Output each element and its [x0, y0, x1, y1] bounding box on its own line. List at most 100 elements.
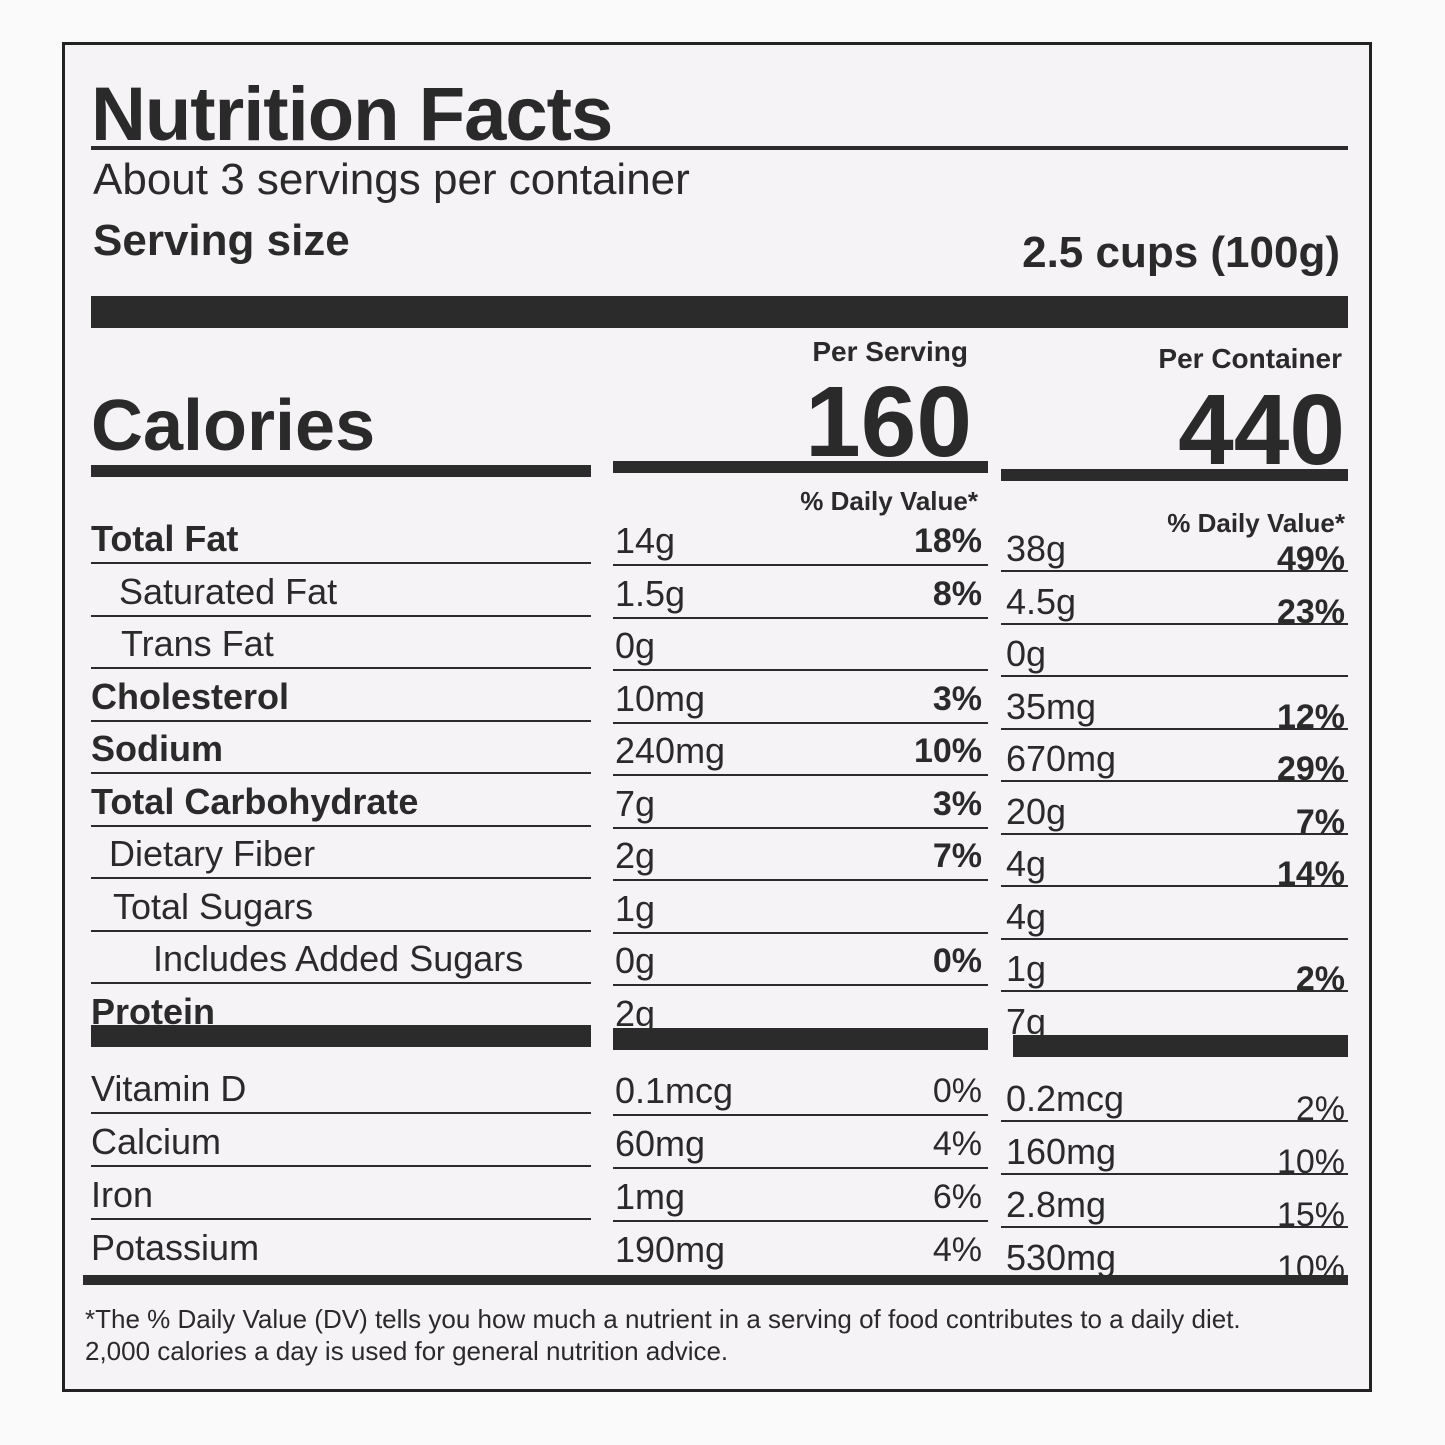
serving-amount: 1g	[615, 887, 656, 929]
rule	[91, 465, 591, 477]
rule	[91, 772, 591, 774]
container-amount: 670mg	[1006, 738, 1117, 779]
serving-amount: 10mg	[615, 677, 706, 719]
serving-dv: 0%	[932, 942, 982, 980]
rule	[613, 564, 988, 566]
container-dv: 49%	[1276, 540, 1345, 578]
rule	[613, 1028, 988, 1050]
rule	[1001, 937, 1348, 940]
calories-serving: 160	[805, 366, 972, 478]
serving-dv: 6%	[932, 1178, 982, 1216]
rule	[91, 877, 591, 879]
serving-amount: 1mg	[615, 1176, 686, 1217]
nutrient-name: Protein	[91, 990, 216, 1032]
serving-size-label: Serving size	[93, 216, 350, 265]
serving-dv: 7%	[932, 837, 982, 875]
nutrient-name: Iron	[91, 1174, 154, 1215]
per-container-label: Per Container	[1158, 343, 1342, 374]
serving-dv: 0%	[932, 1072, 982, 1110]
rule	[613, 461, 988, 473]
serving-amount: 7g	[615, 782, 656, 824]
rule	[91, 562, 591, 564]
nutrient-name: Dietary Fiber	[109, 833, 316, 874]
container-amount: 4g	[1006, 843, 1047, 884]
rule	[1001, 469, 1348, 481]
container-amount: 2.8mg	[1006, 1184, 1107, 1225]
serving-dv: 3%	[932, 679, 982, 718]
container-dv: 10%	[1276, 1143, 1345, 1181]
container-amount: 0.2mcg	[1006, 1078, 1125, 1119]
serving-amount: 2g	[615, 992, 656, 1034]
dv-label: % Daily Value*	[800, 486, 978, 516]
rule	[613, 1114, 988, 1116]
container-amount: 4.5g	[1006, 580, 1077, 622]
rule	[91, 667, 591, 669]
footnote: *The % Daily Value (DV) tells you how mu…	[85, 1304, 1241, 1366]
serving-amount: 0g	[615, 940, 656, 981]
serving-dv: 4%	[932, 1231, 982, 1269]
container-amount: 1g	[1006, 948, 1047, 989]
rule	[91, 614, 591, 617]
container-amount: 160mg	[1006, 1131, 1117, 1172]
rule	[613, 879, 988, 881]
per-serving-label: Per Serving	[812, 336, 968, 367]
rule	[1001, 885, 1348, 887]
serving-size: 2.5 cups (100g)	[1022, 228, 1340, 277]
serving-dv: 3%	[932, 784, 982, 823]
title: Nutrition Facts	[91, 72, 613, 157]
rule	[1001, 780, 1348, 782]
container-amount: 20g	[1006, 790, 1067, 832]
rule	[91, 824, 591, 827]
rule	[613, 984, 988, 986]
rule	[1001, 675, 1348, 677]
nutrient-name: Total Carbohydrate	[91, 780, 419, 822]
serving-amount: 190mg	[615, 1229, 726, 1270]
rule	[1001, 832, 1348, 835]
rule	[1001, 1173, 1348, 1175]
serving-amount: 60mg	[615, 1123, 706, 1164]
rule	[1001, 990, 1348, 992]
container-amount: 0g	[1006, 633, 1047, 674]
serving-dv: 8%	[932, 574, 982, 613]
container-dv: 15%	[1276, 1196, 1345, 1234]
rule	[613, 1220, 988, 1222]
rule	[613, 616, 988, 619]
rule	[613, 931, 988, 934]
nutrient-name: Total Fat	[91, 518, 239, 559]
calories-container: 440	[1178, 374, 1345, 486]
container-amount: 530mg	[1006, 1237, 1117, 1278]
calories-label: Calories	[91, 386, 376, 466]
rule	[91, 1112, 591, 1114]
serving-amount: 14g	[615, 520, 676, 561]
rule	[91, 1025, 591, 1047]
serving-amount: 0.1mcg	[615, 1070, 734, 1111]
rule	[91, 719, 591, 722]
serving-amount: 0g	[615, 625, 656, 666]
rule	[83, 1275, 1348, 1285]
rule	[91, 146, 1348, 150]
rule	[613, 669, 988, 671]
nutrient-name: Vitamin D	[91, 1068, 247, 1109]
container-amount: 4g	[1006, 895, 1047, 937]
container-amount: 38g	[1006, 528, 1067, 569]
nutrient-name: Trans Fat	[121, 623, 274, 664]
container-dv: 23%	[1276, 592, 1345, 631]
container-dv: 7%	[1295, 802, 1345, 841]
nutrition-label: Nutrition Facts About 3 servings per cont…	[62, 42, 1372, 1392]
rule	[1001, 622, 1348, 625]
serving-amount: 2g	[615, 835, 656, 876]
rule	[1001, 1226, 1348, 1228]
nutrient-name: Sodium	[91, 728, 223, 769]
rule	[91, 982, 591, 984]
container-amount: 7g	[1006, 1000, 1047, 1042]
container-dv: 29%	[1276, 750, 1345, 788]
serving-dv: 18%	[913, 522, 982, 560]
container-amount: 35mg	[1006, 685, 1097, 727]
dv-label: % Daily Value*	[1167, 508, 1345, 538]
nutrient-name: Potassium	[91, 1227, 260, 1268]
serving-dv: 10%	[913, 732, 982, 770]
container-dv: 2%	[1295, 960, 1345, 998]
rule	[1001, 570, 1348, 572]
rule	[613, 721, 988, 724]
